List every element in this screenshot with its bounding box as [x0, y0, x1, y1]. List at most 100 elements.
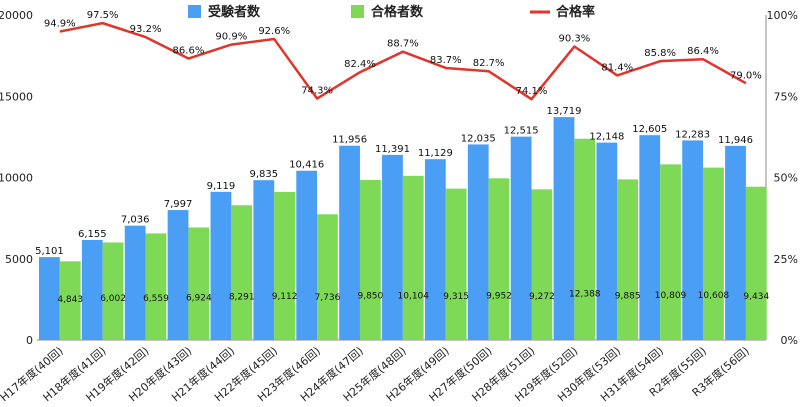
rate-line-path [59, 21, 747, 101]
bar-examinees [596, 142, 618, 340]
label-passers: 9,112 [272, 292, 298, 302]
data-labels: 5,101 4,843 6,155 6,002 7,036 6,559 7,997 6,924… [35, 10, 769, 305]
label-passers: 7,736 [315, 293, 341, 303]
rate-line [59, 21, 747, 101]
label-examinees: 7,997 [164, 199, 193, 210]
label-examinees: 6,155 [78, 229, 107, 240]
legend-label: 合格者数 [371, 4, 424, 20]
label-examinees: 13,719 [546, 106, 581, 117]
y2-tick-label: 0% [781, 334, 798, 347]
label-examinees: 12,148 [589, 132, 624, 143]
label-rate: 83.7% [430, 55, 462, 66]
label-passers: 10,104 [398, 291, 430, 301]
label-examinees: 12,035 [461, 133, 496, 144]
label-rate: 94.9% [44, 19, 76, 30]
legend-label: 受験者数 [208, 4, 261, 20]
bar-examinees [253, 180, 275, 340]
label-passers: 9,952 [486, 291, 512, 301]
legend: 受験者数 合格者数 合格率 [188, 4, 595, 20]
label-examinees: 12,283 [675, 129, 710, 140]
bar-passers [59, 261, 81, 340]
bar-examinees [210, 191, 232, 340]
bar-examinees [296, 170, 318, 340]
label-examinees: 11,956 [332, 135, 367, 146]
bar-passers [617, 179, 639, 340]
label-rate: 81.4% [601, 62, 633, 73]
bar-passers [488, 178, 510, 340]
bar-passers [402, 175, 424, 340]
label-passers: 9,434 [743, 292, 769, 302]
bar-passers [145, 233, 167, 340]
label-rate: 86.6% [173, 46, 205, 57]
label-passers: 6,924 [186, 294, 212, 304]
label-rate: 90.9% [215, 32, 247, 43]
y-tick-label: 15000 [0, 90, 33, 103]
label-examinees: 12,515 [504, 126, 539, 137]
y-tick-label: 5000 [5, 253, 33, 266]
y2-tick-label: 25% [774, 253, 798, 266]
label-examinees: 11,391 [375, 144, 410, 155]
label-passers: 9,850 [357, 291, 383, 301]
label-passers: 9,272 [529, 292, 555, 302]
bar-passers [317, 214, 338, 340]
bar-passers [359, 179, 381, 340]
bar-examinees [725, 145, 746, 340]
bar-examinees [682, 140, 704, 340]
label-passers: 8,291 [229, 293, 255, 303]
bar-examinees [639, 135, 661, 340]
bar-passers [274, 191, 296, 340]
bar-examinees [339, 145, 360, 340]
label-examinees: 5,101 [35, 246, 64, 257]
label-rate: 82.4% [344, 59, 376, 70]
bars [39, 117, 767, 340]
bar-passers [102, 242, 124, 340]
label-examinees: 12,605 [632, 124, 667, 135]
label-rate: 88.7% [387, 39, 419, 50]
label-passers: 6,002 [100, 294, 126, 304]
bar-examinees [424, 159, 446, 340]
bar-examinees [467, 144, 489, 340]
bar-passers [188, 227, 210, 340]
label-examinees: 10,416 [289, 160, 324, 171]
label-rate: 93.2% [130, 24, 162, 35]
bar-examinees [39, 257, 60, 340]
label-passers: 6,559 [143, 294, 169, 304]
y-tick-label: 0 [26, 334, 33, 347]
bar-examinees [382, 154, 403, 340]
label-passers: 9,315 [443, 292, 469, 302]
bar-examinees [167, 210, 189, 340]
label-examinees: 9,119 [207, 181, 236, 192]
legend-label: 合格率 [556, 4, 595, 20]
label-examinees: 11,129 [418, 148, 453, 159]
label-passers: 4,843 [57, 295, 83, 305]
legend-swatch [188, 5, 201, 18]
label-rate: 74.1% [516, 86, 548, 97]
bar-examinees [124, 225, 146, 340]
bar-examinees [553, 117, 575, 340]
bar-passers [231, 205, 253, 340]
bar-passers [745, 186, 767, 340]
label-examinees: 11,946 [718, 135, 753, 146]
y-tick-label: 20000 [0, 9, 33, 22]
label-passers: 12,388 [569, 290, 601, 300]
label-passers: 9,885 [615, 291, 641, 301]
bar-passers [531, 189, 553, 340]
bar-passers [703, 167, 724, 340]
label-rate: 97.5% [87, 10, 119, 21]
y-tick-label: 10000 [0, 172, 33, 185]
label-rate: 74.3% [301, 86, 333, 97]
bar-passers [660, 164, 681, 340]
y2-tick-label: 100% [767, 9, 798, 22]
bar-passers [445, 188, 467, 340]
label-examinees: 7,036 [121, 215, 150, 226]
label-rate: 92.6% [258, 26, 290, 37]
label-passers: 10,608 [698, 291, 730, 301]
label-rate: 86.4% [687, 46, 719, 57]
bar-examinees [81, 239, 103, 340]
bar-passers [574, 138, 596, 340]
legend-swatch [351, 5, 364, 18]
label-rate: 85.8% [644, 48, 676, 59]
label-rate: 90.3% [558, 34, 590, 45]
